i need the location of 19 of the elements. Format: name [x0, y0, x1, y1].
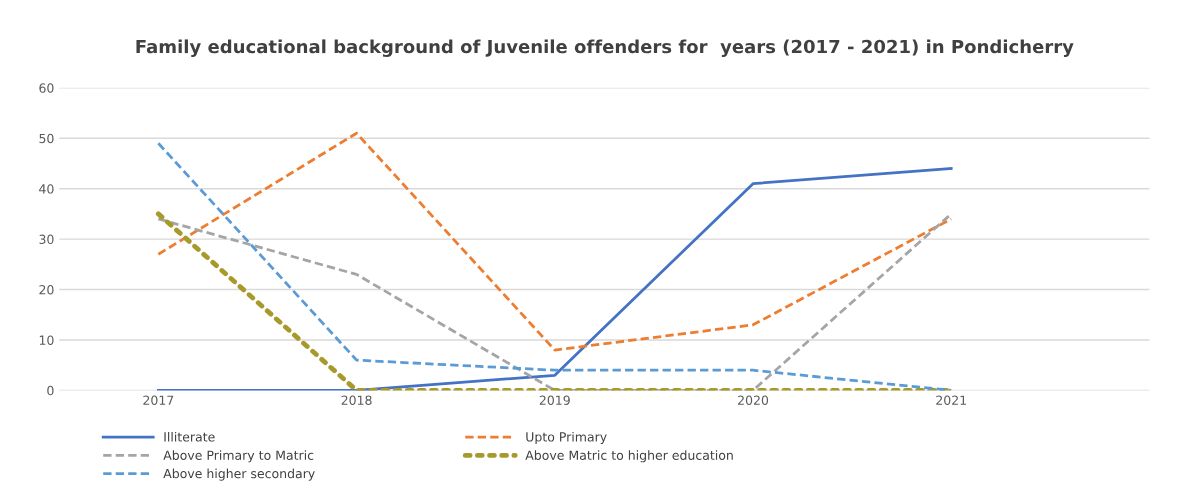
- x-tick-label: 2021: [936, 395, 966, 405]
- y-tick-label: 50: [39, 133, 54, 144]
- y-tick-label: 60: [39, 83, 54, 93]
- y-tick-label: 40: [39, 184, 54, 194]
- chart-title: Family educational background of Juvenile offenders for years (2017 - 2021) in Pondicherry: [136, 39, 1074, 58]
- x-tick-label: 2020: [738, 395, 769, 405]
- y-tick-label: 10: [39, 335, 54, 345]
- x-tick-label: 2019: [539, 395, 570, 405]
- legend-label: Above higher secondary: [163, 468, 315, 481]
- x-tick-label: 2017: [143, 395, 174, 405]
- line-series: [156, 131, 953, 352]
- y-tick-label: 30: [39, 234, 54, 245]
- legend-label: Above Primary to Matric: [163, 450, 314, 463]
- legend-label: Illiterate: [164, 431, 215, 442]
- x-tick-label: 2018: [341, 395, 372, 405]
- y-tick-label: 20: [39, 285, 54, 295]
- legend-label: Above Matric to higher education: [525, 450, 733, 463]
- y-tick-label: 0: [47, 385, 54, 396]
- legend-label: Upto Primary: [526, 431, 607, 444]
